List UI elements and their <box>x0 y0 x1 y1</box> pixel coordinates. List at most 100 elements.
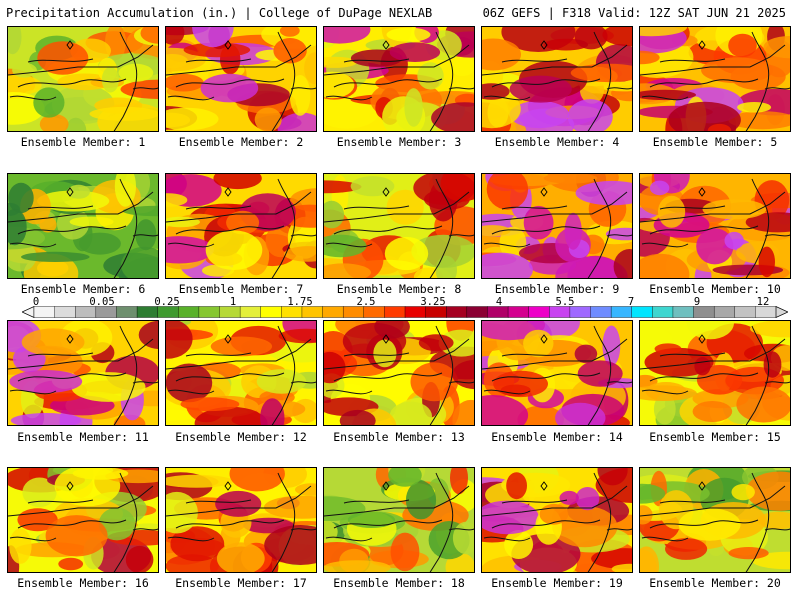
precip-blob <box>122 205 158 217</box>
colorbar-segment <box>178 306 200 318</box>
boundary-line <box>113 31 138 131</box>
boundary-line <box>175 372 285 382</box>
boundary-line <box>175 519 285 529</box>
precip-blob <box>65 117 87 131</box>
ensemble-member-map <box>323 320 475 426</box>
boundary-line <box>132 381 158 384</box>
precip-blob <box>431 102 474 131</box>
boundary-line <box>132 528 158 531</box>
boundary-line <box>483 389 531 395</box>
precip-blob <box>8 182 34 214</box>
boundary-line <box>587 472 612 572</box>
boundary-line <box>132 87 158 90</box>
precip-blob <box>279 27 300 37</box>
precip-field <box>640 468 790 572</box>
colorbar-tick-label: 9 <box>693 296 701 308</box>
ensemble-member-label: Ensemble Member: 7 <box>178 282 304 296</box>
precip-blob <box>213 174 262 190</box>
ensemble-member-map <box>323 173 475 279</box>
boundary-line <box>166 191 312 223</box>
precip-blob <box>658 195 686 228</box>
colorbar-segment <box>322 306 344 318</box>
colorbar-segment <box>198 306 220 318</box>
precip-field <box>482 174 632 278</box>
precip-field <box>8 468 158 572</box>
colorbar-segment <box>466 306 488 318</box>
colorbar-segment <box>713 306 736 318</box>
ensemble-member-map <box>7 320 159 426</box>
boundary-line <box>491 372 601 382</box>
precip-blob <box>71 372 146 402</box>
boundary-line <box>9 95 57 101</box>
precip-blob <box>324 560 391 572</box>
boundary-line <box>9 536 57 542</box>
colorbar-segment <box>157 306 179 318</box>
precip-blob <box>166 321 193 359</box>
boundary-line <box>271 178 296 278</box>
ensemble-member-label: Ensemble Member: 17 <box>175 576 307 590</box>
colorbar-segment <box>446 306 468 318</box>
boundary-line <box>483 95 531 101</box>
boundary-line <box>185 499 252 504</box>
boundary-line <box>9 389 57 395</box>
precip-blob <box>58 557 84 571</box>
colorbar-segment <box>672 306 695 318</box>
boundary-line <box>659 499 726 504</box>
precip-blob <box>482 395 529 425</box>
location-marker-icon <box>382 481 390 491</box>
precip-blob <box>166 363 213 403</box>
boundary-line <box>491 225 601 235</box>
boundary-line <box>333 78 443 88</box>
boundary-line <box>745 325 770 425</box>
location-marker-icon <box>382 40 390 50</box>
location-marker-icon <box>66 334 74 344</box>
precip-blob <box>555 402 606 425</box>
ensemble-member-label: Ensemble Member: 10 <box>649 282 781 296</box>
boundary-line <box>17 225 127 235</box>
precip-blob <box>118 63 154 82</box>
boundary-line <box>333 519 443 529</box>
precip-blob <box>390 532 420 572</box>
precip-blob <box>686 321 734 340</box>
colorbar-tick-label: 0 <box>32 296 40 308</box>
colorbar-segment <box>342 306 365 318</box>
colorbar-tick-label: 12 <box>756 296 770 308</box>
precip-blob <box>410 362 459 402</box>
ensemble-member-map <box>323 26 475 132</box>
precip-blob <box>404 88 423 127</box>
boundary-line <box>325 389 373 395</box>
precip-blob <box>482 83 510 100</box>
boundary-line <box>641 242 689 248</box>
boundary-line <box>501 58 568 63</box>
colorbar-segment <box>734 306 756 318</box>
boundary-line <box>185 205 252 210</box>
ensemble-member-map <box>165 467 317 573</box>
ensemble-member-label: Ensemble Member: 20 <box>649 576 781 590</box>
precip-blob <box>411 234 474 268</box>
boundary-line <box>745 31 770 131</box>
precip-blob <box>640 253 690 278</box>
precip-blob <box>39 114 69 131</box>
precip-blob <box>653 393 676 425</box>
ensemble-member-label: Ensemble Member: 15 <box>649 430 781 444</box>
colorbar-tick-label: 1 <box>229 296 237 308</box>
boundary-line <box>325 536 373 542</box>
boundary-line <box>659 205 726 210</box>
boundary-line <box>482 44 628 76</box>
precip-blob <box>750 321 790 338</box>
precip-blob <box>289 75 311 116</box>
colorbar-tick-label: 0.05 <box>89 296 115 308</box>
precip-blob <box>180 397 240 412</box>
boundary-line <box>27 499 94 504</box>
boundary-line <box>745 178 770 278</box>
precip-blob <box>731 484 755 501</box>
colorbar-segment <box>528 306 550 318</box>
precip-blob <box>539 503 569 525</box>
precip-blob <box>500 384 531 397</box>
location-marker-icon <box>540 334 548 344</box>
boundary-line <box>8 338 154 370</box>
precip-blob <box>386 27 431 42</box>
precip-blob <box>22 477 57 508</box>
precip-blob <box>72 468 129 480</box>
ensemble-member-label: Ensemble Member: 5 <box>652 135 778 149</box>
